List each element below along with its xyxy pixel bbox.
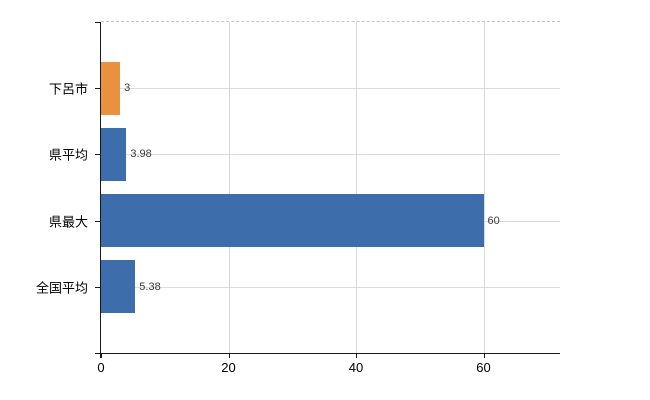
bar-prefecture-max xyxy=(101,194,484,248)
bar-prefecture-average xyxy=(101,127,127,181)
x-axis-tick xyxy=(228,353,230,358)
horizontal-gridline xyxy=(101,88,560,90)
bar-value-label-gero-city: 3 xyxy=(124,82,131,95)
category-label-prefecture-average: 県平均 xyxy=(48,147,88,163)
category-label-national-average: 全国平均 xyxy=(35,280,88,296)
y-axis-line xyxy=(100,22,101,358)
bar-value-label-prefecture-max: 60 xyxy=(487,214,500,227)
x-tick-label-60: 60 xyxy=(476,360,491,375)
x-axis-tick xyxy=(101,353,102,358)
x-axis-line xyxy=(95,353,560,354)
horizontal-gridline xyxy=(101,286,560,288)
vertical-gridline xyxy=(228,22,230,353)
category-label-prefecture-max: 県最大 xyxy=(48,214,88,230)
x-axis-tick xyxy=(483,353,485,358)
y-axis-tick xyxy=(95,286,101,288)
horizontal-gridline xyxy=(101,154,560,156)
x-tick-label-40: 40 xyxy=(348,360,364,375)
x-tick-label-0: 0 xyxy=(97,360,105,375)
y-axis-tick xyxy=(95,154,101,156)
plot-top-border xyxy=(101,21,560,22)
bar-national-average xyxy=(101,260,136,314)
x-axis-tick xyxy=(356,353,357,358)
bar-value-label-prefecture-average: 3.98 xyxy=(130,148,152,161)
bar-value-label-national-average: 5.38 xyxy=(139,280,161,293)
vertical-gridline xyxy=(356,22,357,353)
vertical-gridline xyxy=(483,22,485,353)
bar-gero-city xyxy=(101,61,121,115)
x-tick-label-20: 20 xyxy=(221,360,236,375)
y-axis-tick xyxy=(95,220,101,222)
y-axis-tick xyxy=(95,88,101,90)
y-axis-top-tick xyxy=(95,22,101,23)
category-label-gero-city: 下呂市 xyxy=(48,81,88,97)
